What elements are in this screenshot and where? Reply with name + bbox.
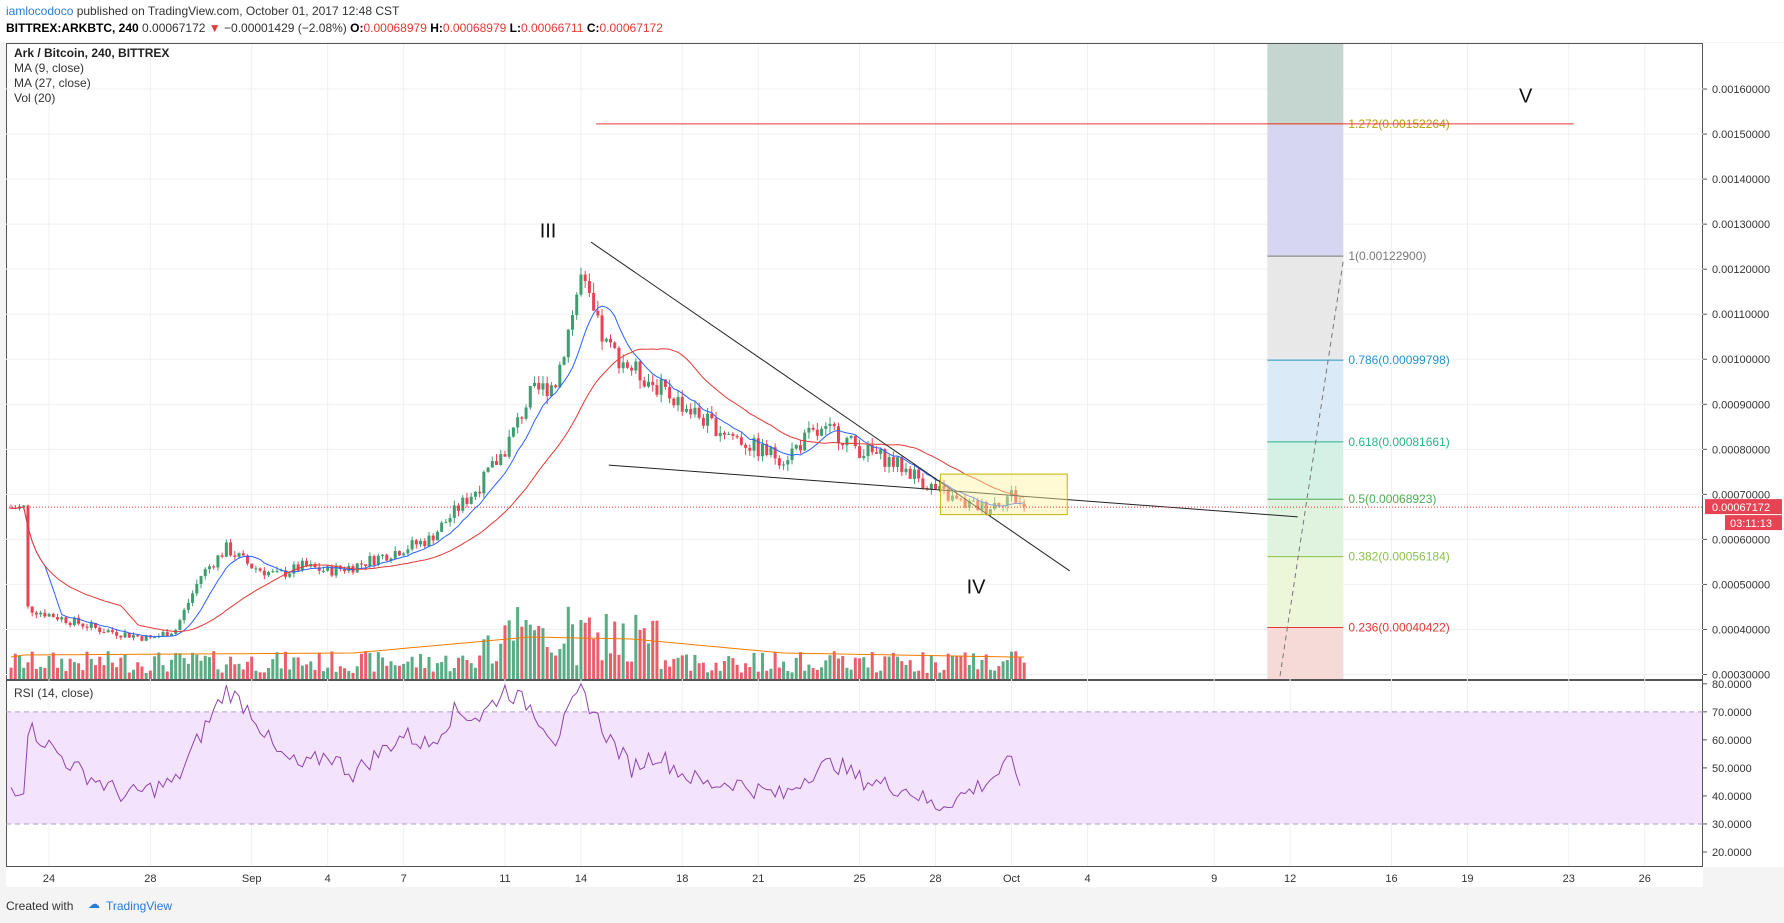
author-link[interactable]: iamlocodoco	[6, 4, 74, 18]
time-axis[interactable]	[6, 867, 1703, 887]
close-value: 0.00067172	[599, 21, 663, 35]
legend-title-text: Ark / Bitcoin, 240, BITTREX	[14, 46, 170, 60]
symbol-label: BITTREX:ARKBTC, 240	[6, 21, 139, 35]
ohlc-row: BITTREX:ARKBTC, 240 0.00067172 ▼ −0.0000…	[6, 21, 663, 35]
rsi-pane[interactable]	[6, 680, 1703, 867]
publish-info: iamlocodoco published on TradingView.com…	[6, 4, 399, 18]
price-axis[interactable]	[1703, 43, 1784, 867]
last-price: 0.00067172	[142, 21, 206, 35]
created-with: Created with	[6, 899, 74, 913]
legend-title: Ark / Bitcoin, 240, BITTREX	[14, 46, 169, 60]
chart-header: iamlocodoco published on TradingView.com…	[0, 0, 1784, 42]
open-label: O:	[350, 21, 364, 35]
price-change: −0.00001429 (−2.08%)	[224, 21, 347, 35]
down-arrow-icon: ▼	[208, 21, 221, 35]
low-value: 0.00066711	[520, 21, 584, 35]
publish-text: published on TradingView.com, October 01…	[73, 4, 400, 18]
close-label: C:	[586, 21, 600, 35]
low-label: L:	[509, 21, 521, 35]
legend-ma9: MA (9, close)	[14, 61, 85, 75]
footer: Created with ☁ TradingView	[0, 889, 1784, 923]
open-value: 0.00068979	[363, 21, 427, 35]
cloud-icon: ☁	[88, 897, 100, 911]
price-pane[interactable]	[6, 43, 1703, 680]
legend-rsi: RSI (14, close)	[14, 686, 94, 700]
legend-ma27: MA (27, close)	[14, 76, 91, 90]
high-value: 0.00068979	[442, 21, 507, 35]
high-label: H:	[430, 21, 443, 35]
tradingview-link[interactable]: TradingView	[106, 899, 173, 913]
legend-vol: Vol (20)	[14, 91, 56, 105]
